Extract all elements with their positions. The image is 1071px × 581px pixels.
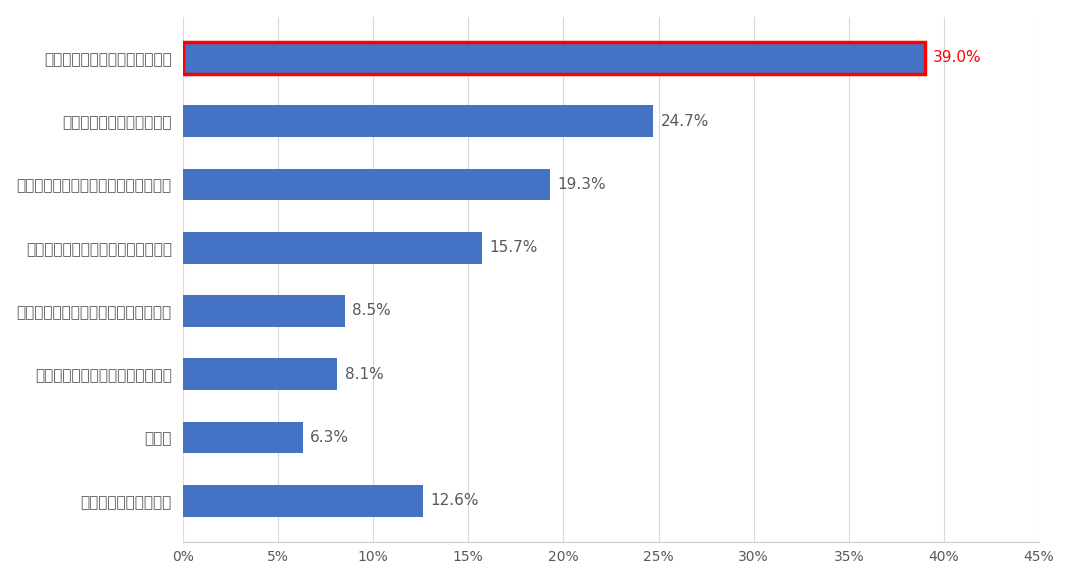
Text: 8.5%: 8.5% [352, 303, 391, 318]
Bar [183, 422, 303, 453]
Text: 24.7%: 24.7% [661, 114, 709, 128]
Bar [183, 232, 482, 264]
Bar [183, 358, 337, 390]
Text: 15.7%: 15.7% [489, 240, 538, 255]
Bar [183, 42, 925, 74]
Text: 8.1%: 8.1% [345, 367, 383, 382]
Text: 19.3%: 19.3% [558, 177, 606, 192]
Bar [183, 42, 925, 74]
Bar [183, 168, 550, 200]
Text: 39.0%: 39.0% [933, 51, 981, 65]
Bar [183, 105, 653, 137]
Text: 6.3%: 6.3% [311, 430, 349, 445]
Bar [183, 295, 345, 327]
Text: 12.6%: 12.6% [431, 493, 479, 508]
Bar [183, 485, 423, 517]
